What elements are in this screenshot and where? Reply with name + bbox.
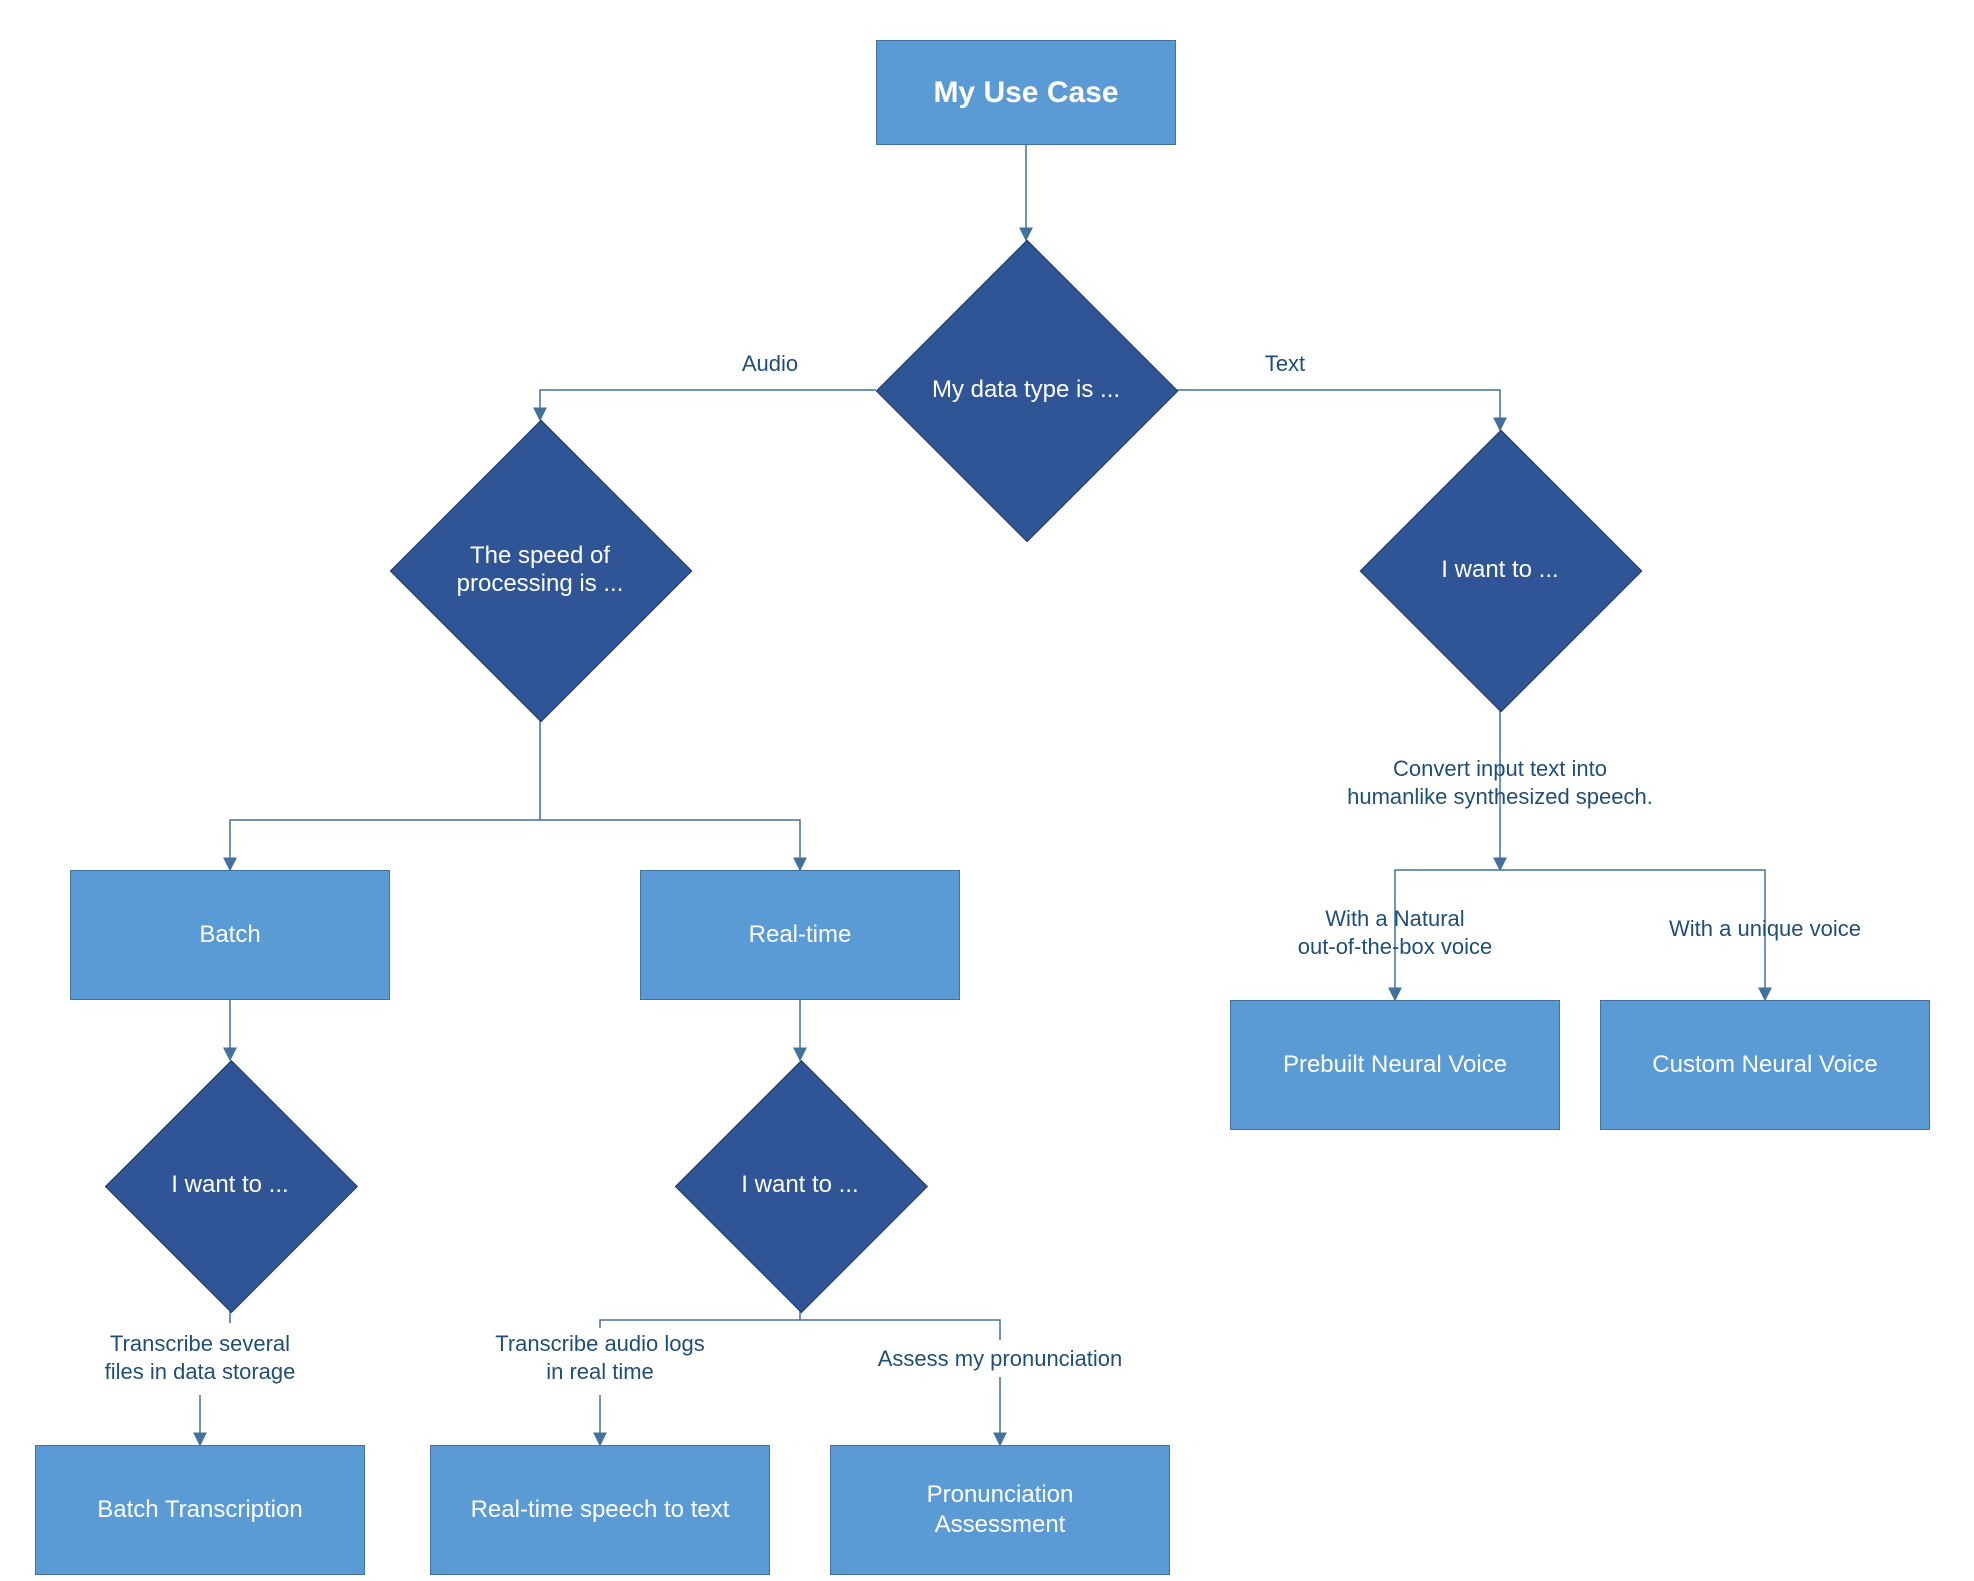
node-pron: Pronunciation Assessment [830, 1445, 1170, 1575]
node-speed: The speed of processing is ... [390, 420, 690, 720]
node-realtime: Real-time [640, 870, 960, 1000]
node-custom: Custom Neural Voice [1600, 1000, 1930, 1130]
node-prebuilt: Prebuilt Neural Voice [1230, 1000, 1560, 1130]
edge [230, 820, 540, 870]
node-datatype: My data type is ... [876, 240, 1176, 540]
edge [540, 390, 876, 420]
edge-label-lbl_convert: Convert input text into humanlike synthe… [1330, 755, 1670, 810]
node-batchtr: Batch Transcription [35, 1445, 365, 1575]
edge-label-lbl_natural: With a Natural out-of-the-box voice [1260, 905, 1530, 960]
edge-label-lbl_unique: With a unique voice [1640, 915, 1890, 943]
node-label: I want to ... [675, 1060, 925, 1310]
node-label: The speed of processing is ... [390, 420, 690, 720]
flowchart-canvas: My Use Case My data type is ... The speed … [0, 0, 1974, 1581]
edge-label-lbl_transcribe_files: Transcribe several files in data storage [60, 1330, 340, 1385]
node-label: I want to ... [105, 1060, 355, 1310]
node-wantrt: I want to ... [675, 1060, 925, 1310]
node-usecase: My Use Case [876, 40, 1176, 145]
edge [540, 820, 800, 870]
edge [600, 1320, 800, 1328]
edge [800, 1320, 1000, 1340]
node-wantbatch: I want to ... [105, 1060, 355, 1310]
node-wanttext: I want to ... [1360, 430, 1640, 710]
edge [1176, 390, 1500, 430]
node-batch: Batch [70, 870, 390, 1000]
edge-label-lbl_assess: Assess my pronunciation [830, 1345, 1170, 1373]
node-rtstt: Real-time speech to text [430, 1445, 770, 1575]
edge-label-lbl_text: Text [1235, 350, 1335, 378]
edge-label-lbl_transcribe_audio: Transcribe audio logs in real time [460, 1330, 740, 1385]
edge-label-lbl_audio: Audio [710, 350, 830, 378]
node-label: I want to ... [1360, 430, 1640, 710]
node-label: My data type is ... [876, 240, 1176, 540]
